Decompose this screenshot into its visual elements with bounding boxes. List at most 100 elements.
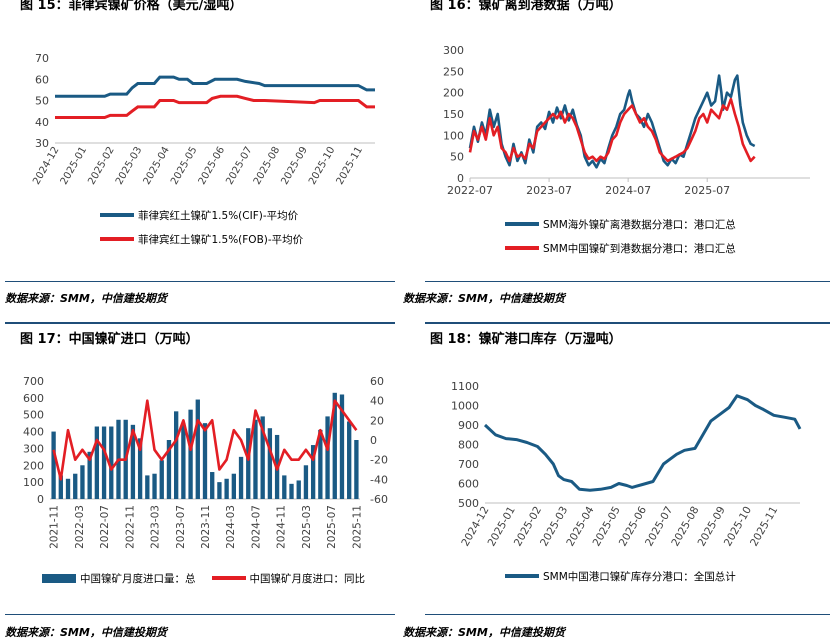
x-tick-label: 2023-07 (526, 184, 572, 197)
bar (289, 483, 294, 499)
y-tick-label: 150 (443, 108, 464, 121)
y-tick-label: 300 (23, 442, 44, 455)
x-tick-label: 2024-11 (276, 505, 288, 549)
source-note-p16: 数据来源：SMM，中信建投期货 (403, 292, 565, 305)
y2-tick-label: -40 (370, 473, 388, 486)
legend-label: 中国镍矿月度进口量：总 (80, 572, 196, 585)
bar (202, 423, 208, 499)
legend-label: 菲律宾红土镍矿1.5%(CIF)-平均价 (138, 209, 299, 222)
legend-item: 菲律宾红土镍矿1.5%(CIF)-平均价 (100, 203, 303, 227)
x-tick-label: 2025-09 (279, 145, 309, 187)
legend-label: SMM中国港口镍矿库存分港口：全国总计 (543, 570, 736, 583)
x-tick-label: 2022-03 (74, 505, 86, 549)
bar (181, 423, 186, 499)
y2-tick-label: -60 (370, 493, 388, 506)
x-tick-label: 2023-11 (200, 505, 212, 549)
y-tick-label: 250 (443, 65, 464, 78)
bar (195, 399, 200, 499)
x-tick-label: 2024-07 (605, 184, 651, 197)
x-tick-label: 2025-02 (86, 145, 116, 187)
legend-label: 菲律宾红土镍矿1.5%(FOB)-平均价 (138, 233, 304, 246)
bar (73, 473, 78, 499)
bar (332, 392, 337, 499)
bar (217, 482, 222, 499)
divider-line (5, 614, 395, 615)
legend-swatch-bar (42, 573, 76, 583)
title-rule (425, 322, 830, 324)
x-tick-label: 2024-12 (31, 145, 61, 187)
legend-swatch-red (100, 237, 134, 241)
legend-swatch-red (211, 576, 246, 580)
bar (224, 478, 229, 499)
bar (145, 475, 150, 499)
y-tick-label: 500 (23, 409, 44, 422)
x-tick-label: 2025-01 (59, 145, 89, 187)
x-tick-label: 2025-03 (301, 505, 313, 549)
y-tick-label: 1000 (451, 400, 479, 413)
y-tick-label: 0 (457, 172, 464, 185)
divider-line (5, 281, 395, 282)
bar (296, 480, 301, 499)
bar (101, 426, 107, 499)
y-tick-label: 1100 (451, 380, 479, 393)
y-tick-label: 600 (458, 478, 479, 491)
bar (260, 416, 265, 499)
bar (188, 409, 193, 499)
legend-item: 中国镍矿月度进口量：总 中国镍矿月度进口：同比 (42, 566, 365, 590)
bar (137, 438, 143, 499)
bar (325, 416, 330, 499)
legend-swatch-blue (100, 213, 134, 217)
x-tick-label: 2025-08 (252, 145, 282, 187)
bar (65, 478, 71, 499)
x-tick-label: 2025-11 (351, 505, 363, 549)
bar (152, 473, 157, 499)
y-tick-label: 500 (458, 497, 479, 510)
bar (87, 451, 92, 499)
y-tick-label: 100 (23, 476, 44, 489)
bar (310, 445, 316, 499)
y-tick-label: 900 (458, 419, 479, 432)
series-line (55, 75, 375, 98)
chart-p18: 500600700800900100011002024-122025-01202… (451, 380, 802, 548)
y-tick-label: 40 (35, 116, 49, 129)
bar (238, 456, 244, 499)
y-tick-label: 700 (458, 458, 479, 471)
y-tick-label: 200 (443, 87, 464, 100)
x-tick-label: 2025-05 (169, 145, 199, 187)
bar (267, 428, 273, 499)
chart-title-p17: 图 17：中国镍矿进口（万吨） (20, 332, 199, 347)
chart-p15: 30405060702024-122025-012025-022025-0320… (31, 52, 375, 187)
bar (210, 472, 215, 499)
x-tick-label: 2022-11 (124, 505, 136, 549)
x-tick-label: 2025-07 (684, 184, 730, 197)
chart-title-p16: 图 16：镍矿离到港数据（万吨） (430, 0, 622, 13)
y-tick-label: 50 (450, 151, 464, 164)
bar (339, 394, 345, 499)
y2-tick-label: 20 (370, 414, 384, 427)
bar (166, 440, 172, 499)
bar (354, 440, 359, 499)
y-tick-label: 200 (23, 459, 44, 472)
bar (109, 426, 114, 499)
y-tick-label: 800 (458, 439, 479, 452)
series-line (468, 97, 756, 163)
y2-tick-label: 60 (370, 375, 384, 388)
legend-swatch-blue (505, 222, 539, 226)
bar (282, 475, 287, 499)
legend-label: SMM海外镍矿离港数据分港口：港口汇总 (543, 218, 736, 231)
chart-title-p18: 图 18：镍矿港口库存（万湿吨） (430, 332, 622, 347)
series-line (52, 399, 358, 481)
bar (253, 419, 258, 499)
x-tick-label: 2024-03 (225, 505, 237, 549)
bar (231, 473, 236, 499)
x-tick-label: 2021-11 (49, 505, 61, 549)
legend-p15: 菲律宾红土镍矿1.5%(CIF)-平均价 菲律宾红土镍矿1.5%(FOB)-平均… (100, 203, 303, 251)
series-line (483, 394, 802, 492)
legend-swatch-blue (505, 574, 539, 578)
y-tick-label: 50 (35, 95, 49, 108)
x-tick-label: 2023-07 (175, 505, 187, 549)
series-line (55, 94, 375, 119)
x-tick-label: 2024-07 (250, 505, 262, 549)
bar (347, 421, 352, 499)
y-tick-label: 60 (35, 73, 49, 86)
